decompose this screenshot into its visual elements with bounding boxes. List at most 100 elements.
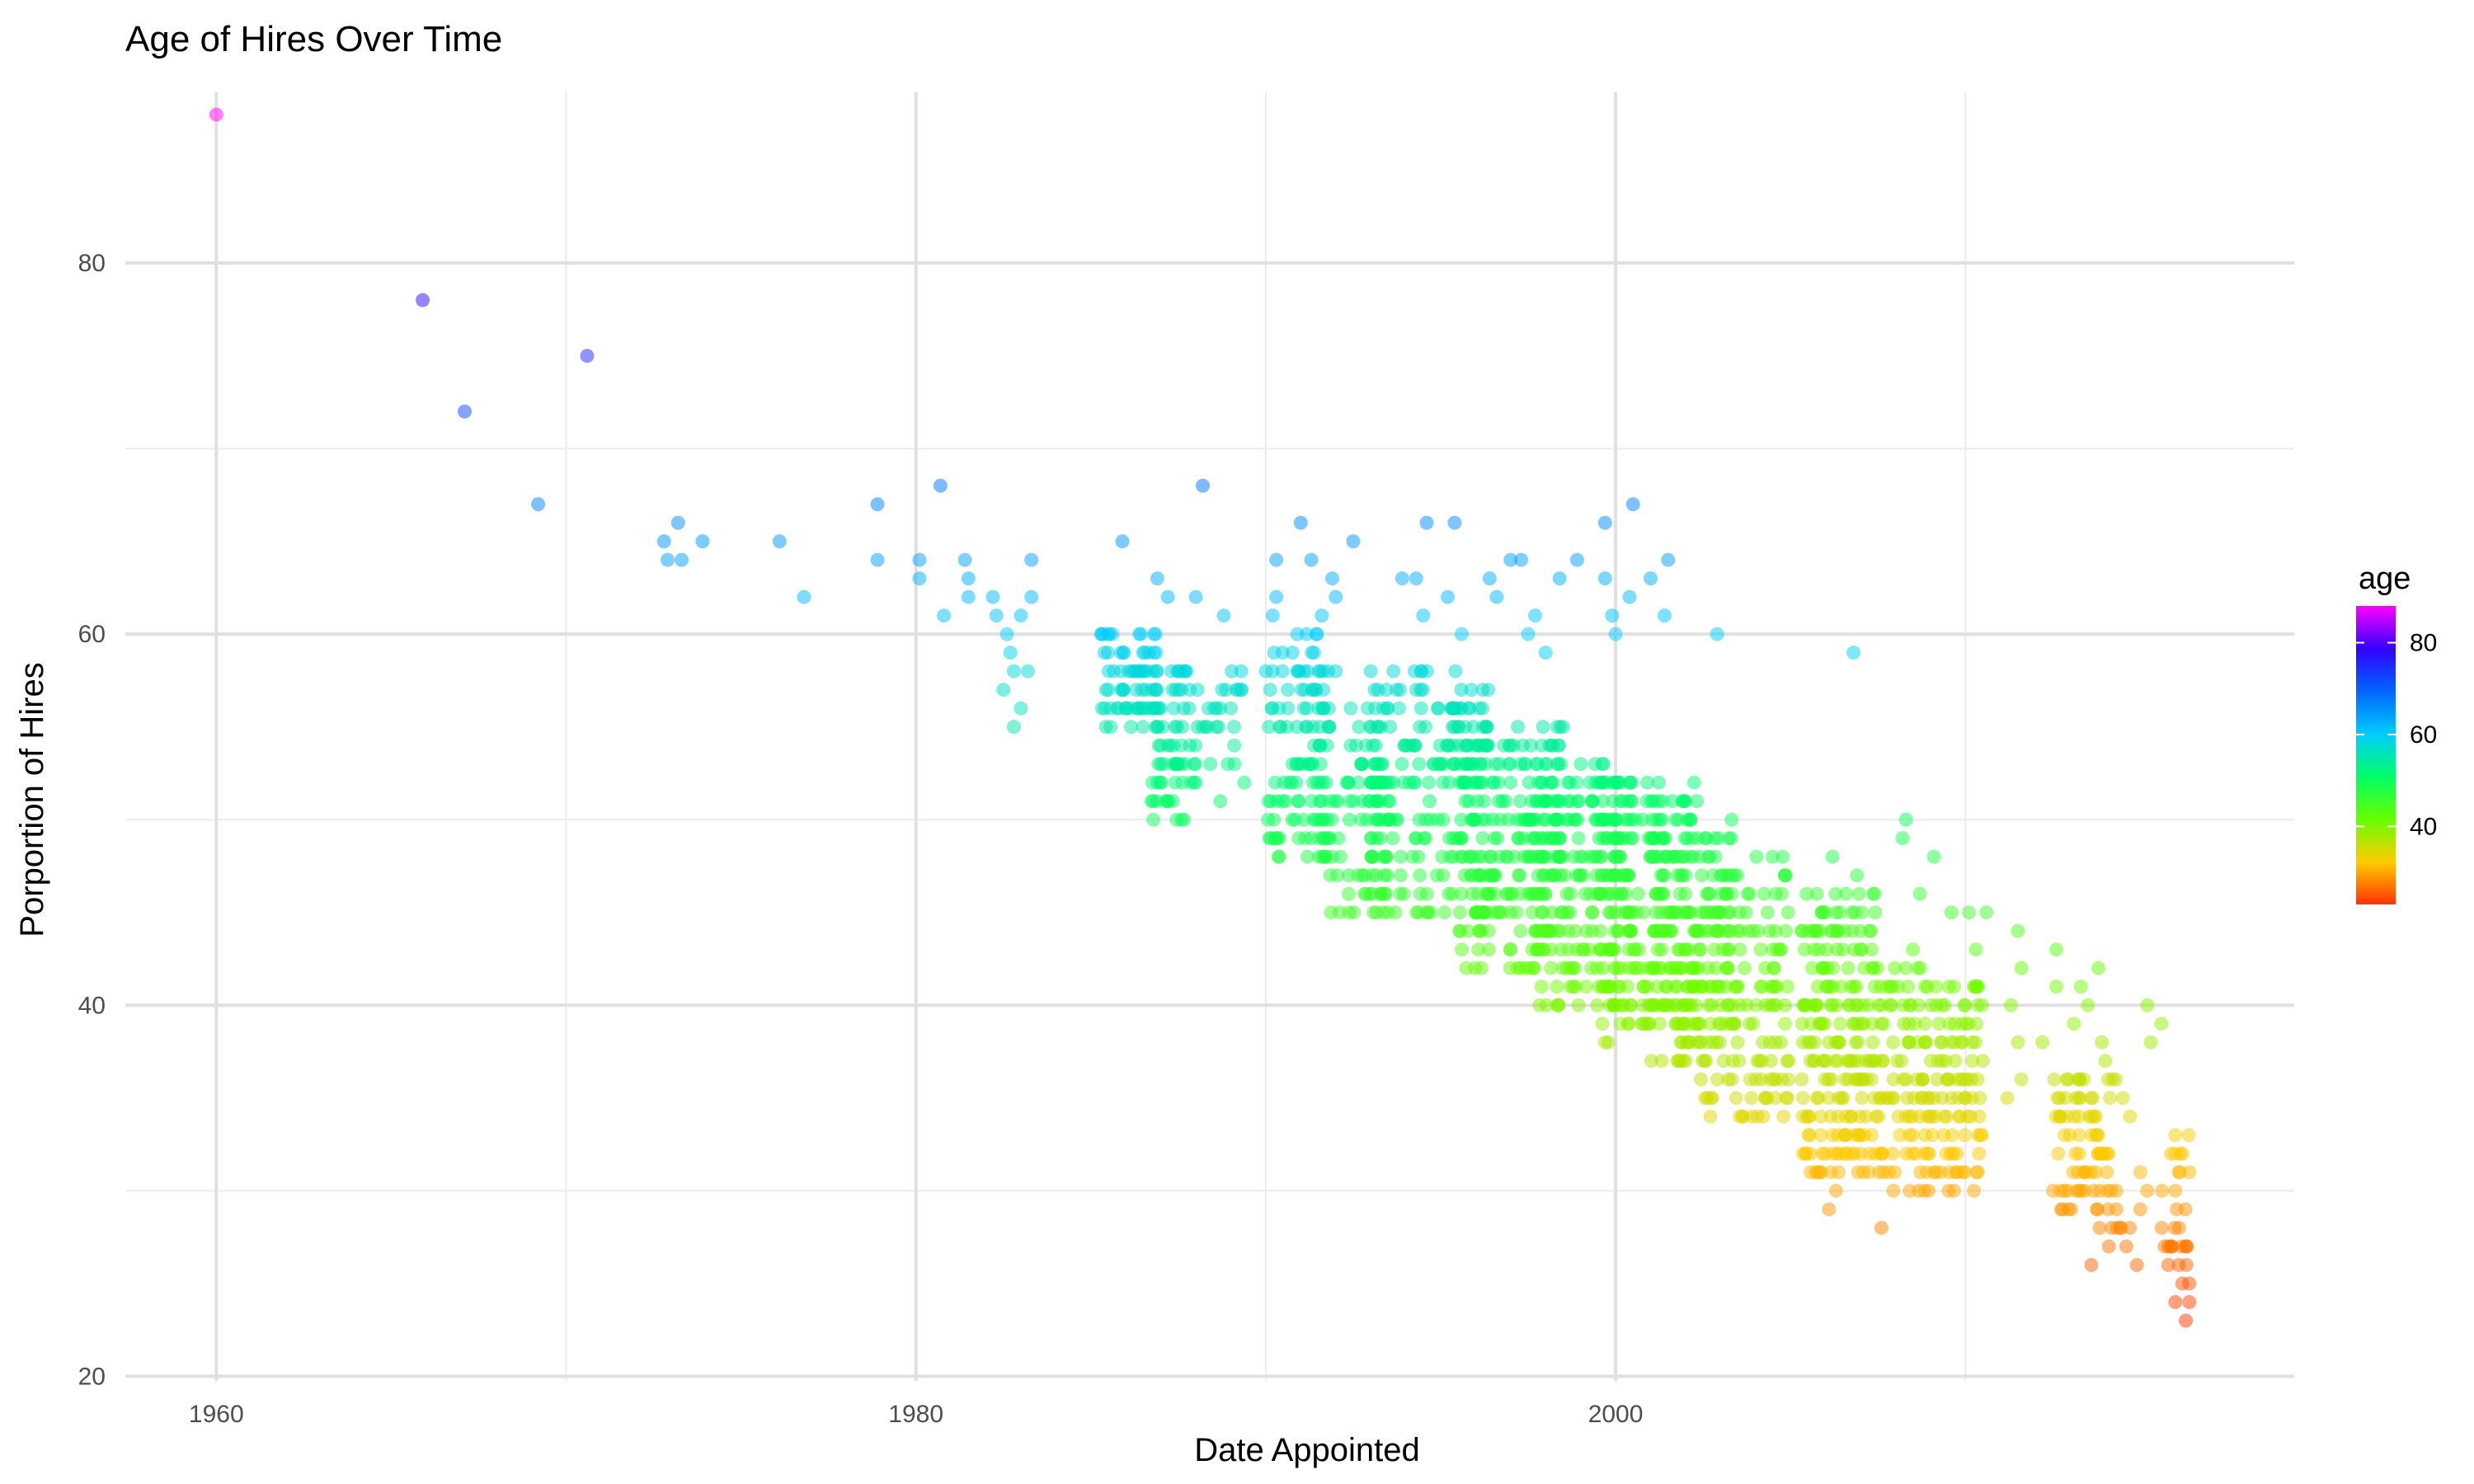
data-point — [1116, 646, 1131, 660]
data-point — [1386, 664, 1401, 679]
data-point — [1006, 664, 1021, 679]
data-point — [1671, 942, 1686, 957]
data-point — [1267, 812, 1282, 827]
data-point — [1278, 794, 1293, 809]
data-point — [1727, 1017, 1742, 1031]
data-point — [1187, 757, 1202, 772]
data-point — [1915, 1072, 1930, 1087]
data-point — [1743, 1072, 1757, 1087]
data-point — [1539, 998, 1554, 1012]
data-point — [1107, 664, 1122, 679]
data-point — [797, 589, 811, 604]
data-point — [2003, 998, 2018, 1012]
data-point — [1347, 905, 1362, 920]
data-point — [1895, 831, 1910, 846]
data-point — [2133, 1202, 2147, 1217]
data-point — [1166, 701, 1181, 716]
data-point — [1533, 831, 1548, 846]
data-point — [1667, 849, 1682, 864]
data-point — [1293, 515, 1308, 530]
data-point — [1501, 757, 1516, 772]
data-point — [1646, 849, 1661, 864]
data-point — [1651, 775, 1666, 790]
data-point — [1657, 608, 1672, 623]
data-point — [1003, 646, 1018, 660]
data-point — [1960, 1072, 1975, 1087]
data-point — [1690, 794, 1705, 809]
data-point — [1865, 1128, 1879, 1143]
data-point — [1872, 1091, 1887, 1106]
data-point — [1958, 1091, 1973, 1106]
data-point — [1500, 886, 1515, 901]
data-point — [1813, 1128, 1828, 1143]
legend-tick-label: 60 — [2410, 721, 2437, 749]
data-point — [1595, 794, 1610, 809]
data-point — [1279, 720, 1294, 735]
data-point — [1383, 720, 1398, 735]
data-point — [1419, 905, 1434, 920]
data-point — [1560, 794, 1575, 809]
data-point — [1227, 757, 1242, 772]
data-point — [1946, 1183, 1961, 1198]
data-point — [1413, 664, 1428, 679]
data-point — [937, 608, 952, 623]
data-point — [1351, 775, 1366, 790]
data-point — [1483, 849, 1498, 864]
data-point — [1826, 960, 1841, 975]
data-point — [1819, 979, 1834, 994]
data-point — [1765, 849, 1780, 864]
data-point — [1753, 942, 1768, 957]
data-point — [1948, 1054, 1963, 1068]
data-point — [1405, 849, 1420, 864]
data-point — [1223, 701, 1238, 716]
data-points — [209, 107, 2197, 1328]
data-point — [1941, 979, 1956, 994]
data-point — [1954, 1017, 1969, 1031]
data-point — [1818, 1146, 1832, 1161]
data-point — [2105, 1072, 2119, 1087]
data-point — [870, 497, 885, 512]
data-point — [1839, 1128, 1854, 1143]
data-point — [1831, 1109, 1846, 1124]
data-point — [2167, 1220, 2182, 1235]
data-point — [1721, 1072, 1736, 1087]
data-point — [1596, 812, 1611, 827]
data-point — [1226, 720, 1241, 735]
data-point — [1822, 1202, 1837, 1217]
data-point — [1613, 960, 1628, 975]
data-point — [1330, 794, 1345, 809]
data-point — [1818, 1017, 1832, 1031]
data-point — [1578, 886, 1592, 901]
data-point — [1569, 868, 1584, 883]
data-point — [1115, 534, 1130, 549]
data-point — [1333, 849, 1348, 864]
data-point — [1622, 775, 1637, 790]
data-point — [2143, 1035, 2158, 1050]
data-point — [772, 534, 787, 549]
data-point — [1661, 552, 1676, 567]
data-point — [1269, 589, 1284, 604]
data-point — [1306, 646, 1321, 660]
data-point — [1935, 1035, 1950, 1050]
data-point — [1309, 683, 1324, 697]
data-point — [2000, 1091, 2015, 1106]
data-point — [531, 497, 546, 512]
data-point — [1537, 812, 1552, 827]
data-point — [1151, 738, 1166, 753]
data-point — [1774, 886, 1789, 901]
data-point — [1536, 942, 1551, 957]
data-point — [1578, 979, 1593, 994]
data-point — [1882, 1165, 1897, 1180]
data-point — [2168, 1294, 2183, 1309]
data-point — [1206, 701, 1221, 716]
data-point — [1804, 960, 1819, 975]
data-point — [1910, 960, 1925, 975]
y-axis-title: Porportion of Hires — [14, 662, 50, 937]
data-point — [1419, 886, 1434, 901]
data-point — [1913, 1165, 1928, 1180]
data-point — [1973, 1091, 1987, 1106]
data-point — [1182, 701, 1197, 716]
color-legend: age 40 60 80 — [2356, 561, 2437, 904]
data-point — [1358, 738, 1373, 753]
data-point — [1261, 794, 1276, 809]
